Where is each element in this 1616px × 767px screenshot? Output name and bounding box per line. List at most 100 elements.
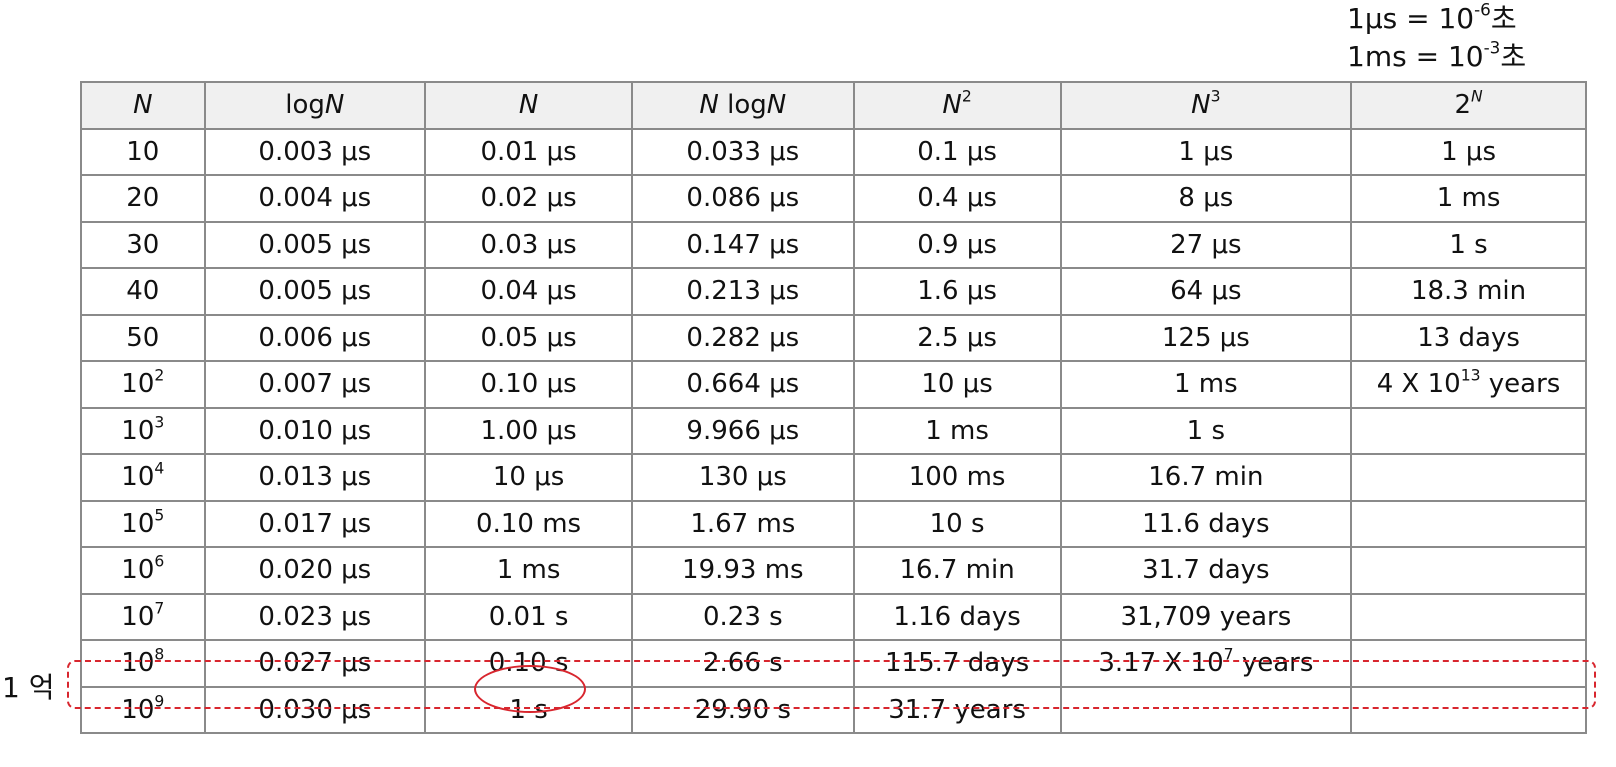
cell-n-cubed: 27 μs (1059, 220, 1353, 269)
cell-n-squared: 100 ms (852, 453, 1062, 502)
table-row: 10 0.003 μs 0.01 μs 0.033 μs 0.1 μs 1 μs 1 μs (80, 127, 1587, 176)
cell-nlogn: 0.086 μs (631, 174, 855, 223)
unit-legend: 1μs = 10-6초 1ms = 10-3초 (1347, 0, 1526, 76)
cell-logn: 0.010 μs (203, 406, 427, 455)
cell-linear: 0.04 μs (424, 267, 634, 316)
cell-n: 109 (80, 685, 206, 734)
cell-n-cubed (1059, 685, 1353, 734)
highlight-row-box (67, 660, 1596, 709)
cell-n: 102 (80, 360, 206, 409)
cell-n: 104 (80, 453, 206, 502)
cell-n: 50 (80, 313, 206, 362)
cell-nlogn: 0.23 s (631, 592, 855, 641)
cell-nlogn: 0.282 μs (631, 313, 855, 362)
header-row: N logN N N logN N2 N3 2N (80, 81, 1587, 130)
cell-exponential (1350, 639, 1587, 688)
cell-linear: 0.01 s (424, 592, 634, 641)
cell-logn: 0.005 μs (203, 220, 427, 269)
cell-n-squared: 1.16 days (852, 592, 1062, 641)
cell-exponential: 1 ms (1350, 174, 1587, 223)
cell-logn: 0.017 μs (203, 499, 427, 548)
cell-linear: 1.00 μs (424, 406, 634, 455)
cell-exponential: 13 days (1350, 313, 1587, 362)
table-row: 105 0.017 μs 0.10 ms 1.67 ms 10 s 11.6 days (80, 499, 1587, 548)
cell-nlogn: 1.67 ms (631, 499, 855, 548)
cell-exponential: 1 μs (1350, 127, 1587, 176)
cell-linear: 10 μs (424, 453, 634, 502)
table-row: 103 0.010 μs 1.00 μs 9.966 μs 1 ms 1 s (80, 406, 1587, 455)
table-row: 30 0.005 μs 0.03 μs 0.147 μs 0.9 μs 27 μs 1 s (80, 220, 1587, 269)
cell-n-cubed: 3.17 X 107 years (1059, 639, 1353, 688)
cell-n-cubed: 11.6 days (1059, 499, 1353, 548)
cell-n-squared: 2.5 μs (852, 313, 1062, 362)
cell-linear: 1 ms (424, 546, 634, 595)
cell-n: 10 (80, 127, 206, 176)
cell-n-cubed: 64 μs (1059, 267, 1353, 316)
cell-nlogn: 0.147 μs (631, 220, 855, 269)
cell-n-cubed: 125 μs (1059, 313, 1353, 362)
cell-n: 105 (80, 499, 206, 548)
header-n: N (80, 81, 206, 130)
legend-line-ms: 1ms = 10-3초 (1347, 37, 1527, 73)
cell-nlogn: 2.66 s (631, 639, 855, 688)
cell-n: 106 (80, 546, 206, 595)
cell-n-squared: 115.7 days (852, 639, 1062, 688)
cell-exponential (1350, 453, 1587, 502)
cell-n-cubed: 1 ms (1059, 360, 1353, 409)
cell-n-squared: 1.6 μs (852, 267, 1062, 316)
cell-nlogn: 0.213 μs (631, 267, 855, 316)
cell-logn: 0.005 μs (203, 267, 427, 316)
cell-exponential (1350, 685, 1587, 734)
cell-n-cubed: 31.7 days (1059, 546, 1353, 595)
table-row: 109 0.030 μs 1 s 29.90 s 31.7 years (80, 685, 1587, 734)
cell-n-squared: 16.7 min (852, 546, 1062, 595)
header-logn: logN (203, 81, 427, 130)
cell-nlogn: 9.966 μs (631, 406, 855, 455)
cell-n-squared: 0.9 μs (852, 220, 1062, 269)
cell-n-squared: 0.4 μs (852, 174, 1062, 223)
cell-logn: 0.020 μs (203, 546, 427, 595)
cell-exponential (1350, 406, 1587, 455)
header-n-cubed: N3 (1059, 81, 1353, 130)
cell-logn: 0.006 μs (203, 313, 427, 362)
table-row: 102 0.007 μs 0.10 μs 0.664 μs 10 μs 1 ms 4 X 1… (80, 360, 1587, 409)
table-body: 10 0.003 μs 0.01 μs 0.033 μs 0.1 μs 1 μs 1 μs 2… (80, 127, 1587, 734)
cell-exponential: 18.3 min (1350, 267, 1587, 316)
header-nlogn: N logN (631, 81, 855, 130)
cell-n-cubed: 1 s (1059, 406, 1353, 455)
highlight-circle (474, 665, 586, 713)
cell-linear: 0.10 μs (424, 360, 634, 409)
cell-nlogn: 130 μs (631, 453, 855, 502)
cell-linear: 0.01 μs (424, 127, 634, 176)
cell-nlogn: 19.93 ms (631, 546, 855, 595)
cell-logn: 0.007 μs (203, 360, 427, 409)
cell-n-cubed: 31,709 years (1059, 592, 1353, 641)
side-label: 1 억 (2, 671, 55, 704)
cell-logn: 0.023 μs (203, 592, 427, 641)
table-row: 108 0.027 μs 0.10 s 2.66 s 115.7 days 3.17 X … (80, 639, 1587, 688)
cell-nlogn: 0.664 μs (631, 360, 855, 409)
table-row: 104 0.013 μs 10 μs 130 μs 100 ms 16.7 min (80, 453, 1587, 502)
header-exponential: 2N (1350, 81, 1587, 130)
cell-logn: 0.027 μs (203, 639, 427, 688)
cell-n-cubed: 1 μs (1059, 127, 1353, 176)
cell-n: 30 (80, 220, 206, 269)
cell-logn: 0.030 μs (203, 685, 427, 734)
cell-n-cubed: 16.7 min (1059, 453, 1353, 502)
cell-linear: 0.05 μs (424, 313, 634, 362)
cell-linear: 0.03 μs (424, 220, 634, 269)
cell-n-squared: 31.7 years (852, 685, 1062, 734)
cell-n: 103 (80, 406, 206, 455)
header-linear: N (424, 81, 634, 130)
complexity-table: N logN N N logN N2 N3 2N 10 0.003 μs 0.01 … (80, 81, 1587, 734)
cell-exponential: 4 X 1013 years (1350, 360, 1587, 409)
cell-exponential (1350, 499, 1587, 548)
cell-linear: 0.10 ms (424, 499, 634, 548)
legend-line-us: 1μs = 10-6초 (1347, 0, 1517, 35)
cell-nlogn: 0.033 μs (631, 127, 855, 176)
cell-n-squared: 1 ms (852, 406, 1062, 455)
cell-n-squared: 10 μs (852, 360, 1062, 409)
cell-nlogn: 29.90 s (631, 685, 855, 734)
cell-n: 108 (80, 639, 206, 688)
table-row: 20 0.004 μs 0.02 μs 0.086 μs 0.4 μs 8 μs 1 ms (80, 174, 1587, 223)
